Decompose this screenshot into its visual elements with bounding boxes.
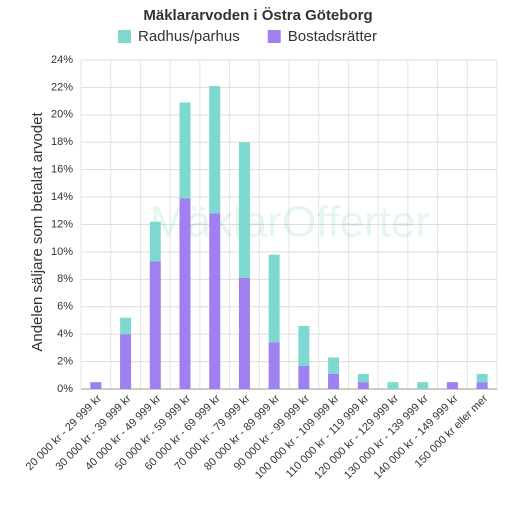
- y-tick-label: 20%: [51, 109, 73, 121]
- y-tick-label: 6%: [57, 301, 73, 313]
- bar-segment: [238, 142, 250, 278]
- y-tick-label: 18%: [51, 136, 73, 148]
- bar-segment: [268, 254, 280, 343]
- bar-segment: [357, 373, 369, 383]
- bar-segment: [446, 382, 458, 389]
- y-tick-label: 0%: [57, 383, 73, 395]
- chart-title: Mäklararvoden i Östra Göteborg: [143, 7, 372, 24]
- bar-segment: [357, 382, 369, 389]
- y-tick-label: 22%: [51, 81, 73, 93]
- bar-segment: [179, 102, 191, 199]
- bar-segment: [268, 342, 280, 389]
- bar-segment: [238, 277, 250, 389]
- bar-segment: [417, 382, 429, 389]
- y-tick-label: 8%: [57, 273, 73, 285]
- y-tick-label: 16%: [51, 164, 73, 176]
- legend-label: Radhus/parhus: [138, 28, 240, 45]
- bar-segment: [476, 382, 488, 389]
- y-tick-label: 10%: [51, 246, 73, 258]
- bar-segment: [476, 373, 488, 383]
- legend-swatch: [267, 30, 281, 43]
- bar-segment: [209, 86, 221, 214]
- y-tick-label: 14%: [51, 191, 73, 203]
- bar-segment: [179, 198, 191, 389]
- bar-segment: [387, 382, 399, 389]
- bar-segment: [328, 373, 340, 389]
- bar-segment: [328, 357, 340, 374]
- bar-segment: [298, 325, 310, 366]
- y-tick-label: 2%: [57, 355, 73, 367]
- y-tick-label: 4%: [57, 328, 73, 340]
- bar-segment: [120, 317, 132, 335]
- y-tick-label: 24%: [51, 54, 73, 66]
- bar-segment: [298, 365, 310, 389]
- watermark: MäklarOfferter: [150, 198, 430, 247]
- legend-swatch: [118, 30, 131, 43]
- bar-segment: [90, 382, 102, 389]
- y-tick-label: 12%: [51, 218, 73, 230]
- bar-segment: [149, 261, 161, 389]
- bar-segment: [120, 334, 132, 389]
- y-axis-label: Andelen säljare som betalat arvodet: [29, 112, 46, 352]
- legend-label: Bostadsrätter: [288, 28, 377, 45]
- bar-segment: [209, 213, 221, 389]
- bar-segment: [149, 221, 161, 262]
